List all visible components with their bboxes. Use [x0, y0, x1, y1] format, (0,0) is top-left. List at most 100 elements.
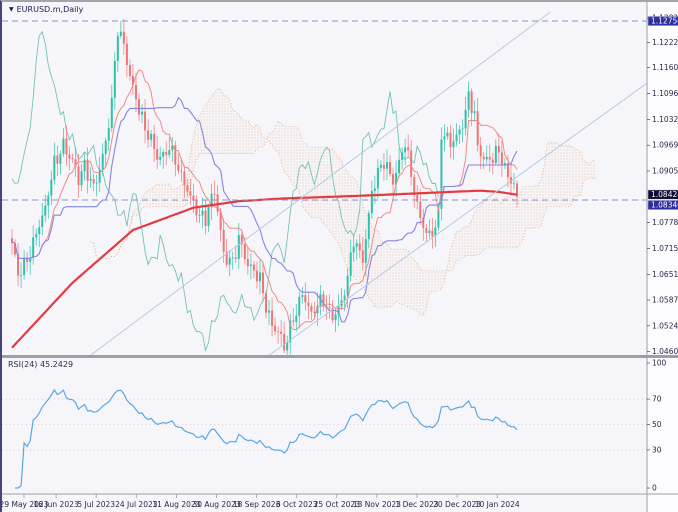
candle-body	[65, 138, 68, 155]
price-tick-label: 1.12225	[652, 38, 678, 47]
candle-body	[443, 136, 446, 140]
time-tick-label: 18 Sep 2023	[233, 500, 281, 509]
price-axis[interactable]: 1.128201.122251.116001.109601.103251.096…	[647, 14, 678, 356]
candle-body	[343, 295, 346, 301]
candle-body	[95, 182, 98, 184]
trend-channel-line-2[interactable]	[266, 59, 678, 357]
candle-body	[141, 111, 144, 115]
kijun-sen-line	[11, 96, 518, 323]
main-plot	[2, 11, 678, 357]
rsi-tick-label: 70	[652, 395, 662, 404]
price-tick-label: 1.07150	[652, 244, 678, 253]
candle-body	[177, 164, 180, 171]
candle-body	[328, 307, 331, 309]
candle-body	[192, 195, 195, 201]
candle-body	[404, 147, 407, 153]
candle-body	[367, 213, 370, 240]
senkou-span-a-line	[90, 88, 596, 316]
symbol-selector[interactable]: ▼ EURUSD.m,Daily	[9, 5, 83, 14]
candle-body	[144, 111, 147, 131]
candle-body	[461, 128, 464, 130]
candle-body	[322, 294, 325, 307]
current-price-box: 1.08424	[647, 189, 678, 200]
candle-body	[150, 133, 153, 140]
candle-body	[131, 76, 134, 85]
candle-body	[246, 258, 249, 267]
candle-body	[71, 158, 74, 160]
panel-separator[interactable]	[2, 355, 678, 358]
candle-body	[274, 325, 277, 332]
support-price-box-label: 1.08340	[651, 201, 678, 210]
candle-body	[74, 159, 77, 167]
candle-body	[138, 99, 141, 115]
candle-body	[258, 272, 261, 282]
time-tick-label: 11 Aug 2023	[152, 500, 200, 509]
time-tick-label: 6 Oct 2023	[276, 500, 318, 509]
candle-body	[431, 230, 434, 237]
price-tick-label: 1.09690	[652, 141, 678, 150]
rsi-axis[interactable]: 100 70 50 30 0	[647, 359, 667, 493]
candle-body	[503, 163, 506, 166]
trend-channel-line-1[interactable]	[88, 11, 551, 357]
time-tick-label: 5 Jul 2023	[77, 500, 115, 509]
candle-body	[68, 154, 71, 159]
candle-body	[437, 208, 440, 228]
candle-body	[283, 334, 286, 351]
candle-body	[385, 162, 388, 169]
candle-body	[265, 293, 268, 313]
candle-body	[207, 207, 210, 226]
candle-body	[252, 264, 255, 271]
candle-body	[210, 193, 213, 208]
candle-body	[219, 211, 222, 230]
price-axis-strip[interactable]	[647, 2, 678, 512]
candle-body	[128, 65, 131, 77]
price-tick-label: 1.04605	[652, 347, 678, 356]
candle-body	[35, 234, 38, 238]
candle-body	[422, 218, 425, 228]
candle-body	[80, 171, 83, 186]
candle-body	[316, 305, 319, 314]
candle-body	[485, 156, 488, 160]
candle-body	[398, 159, 401, 174]
candle-body	[228, 257, 231, 265]
candle-body	[467, 91, 470, 110]
candle-body	[516, 183, 519, 197]
candle-body	[268, 310, 271, 313]
price-tick-label: 1.10325	[652, 115, 678, 124]
candle-body	[295, 315, 298, 322]
ichimoku-cloud	[90, 89, 596, 316]
rsi-plot-area[interactable]	[2, 359, 647, 493]
candle-body	[355, 243, 358, 247]
candle-body	[56, 155, 59, 164]
candle-body	[280, 331, 283, 335]
candle-body	[26, 257, 29, 262]
price-tick-label: 1.05875	[652, 296, 678, 305]
candle-body	[225, 251, 228, 265]
candle-body	[455, 134, 458, 142]
candle-body	[231, 257, 234, 259]
candle-body	[512, 183, 515, 185]
candle-body	[500, 152, 503, 166]
candle-body	[440, 139, 443, 209]
price-tick-label: 1.09055	[652, 166, 678, 175]
candle-body	[134, 84, 137, 100]
candle-body	[449, 132, 452, 148]
support-price-box: 1.08340	[647, 200, 678, 210]
candle-body	[304, 295, 307, 303]
candle-body	[255, 270, 258, 282]
candle-body	[494, 145, 497, 164]
candle-body	[23, 257, 26, 275]
candle-body	[119, 31, 122, 36]
candle-body	[446, 132, 449, 137]
candle-body	[204, 210, 207, 226]
rsi-indicator-label: RSI(24) 45.2429	[8, 360, 74, 369]
candle-body	[92, 178, 95, 184]
candle-body	[38, 227, 41, 235]
candle-body	[162, 152, 165, 157]
candle-body	[159, 156, 162, 160]
candle-body	[376, 167, 379, 189]
candle-body	[110, 97, 113, 129]
symbol-timeframe-label: EURUSD.m,Daily	[16, 5, 84, 14]
price-tick-label: 1.10960	[652, 89, 678, 98]
